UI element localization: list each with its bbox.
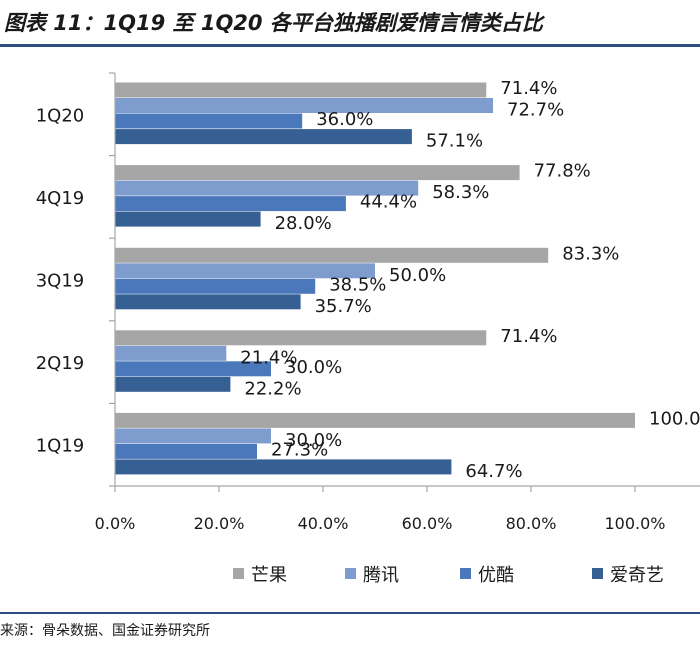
legend-swatch-腾讯 <box>345 568 356 579</box>
bar-1Q20-优酷 <box>115 113 303 129</box>
x-tick-label: 0.0% <box>95 514 136 533</box>
legend-label-腾讯: 腾讯 <box>363 565 399 586</box>
data-label-2Q19-爱奇艺: 22.2% <box>244 378 301 399</box>
source-note: 来源：骨朵数据、国金证券研究所 <box>0 623 210 639</box>
chart-title: 图表 11：1Q19 至 1Q20 各平台独播剧爱情言情类占比 <box>4 11 543 35</box>
legend-label-优酷: 优酷 <box>478 565 514 586</box>
legend-swatch-优酷 <box>460 568 471 579</box>
legend-label-芒果: 芒果 <box>251 565 287 586</box>
bar-1Q19-优酷 <box>115 443 257 459</box>
bar-2Q19-优酷 <box>115 361 271 377</box>
bar-3Q19-爱奇艺 <box>115 294 301 310</box>
data-label-1Q19-芒果: 100.0% <box>649 408 700 429</box>
bar-3Q19-芒果 <box>115 247 549 263</box>
data-label-1Q20-优酷: 36.0% <box>316 109 373 130</box>
category-label-1Q20: 1Q20 <box>36 105 85 126</box>
data-label-3Q19-优酷: 38.5% <box>329 274 386 295</box>
data-label-1Q19-优酷: 27.3% <box>271 439 328 460</box>
x-tick-label: 20.0% <box>194 514 245 533</box>
data-label-2Q19-腾讯: 21.4% <box>240 347 297 368</box>
data-label-1Q19-腾讯: 30.0% <box>285 430 342 451</box>
data-label-2Q19-优酷: 30.0% <box>285 357 342 378</box>
x-tick-label: 80.0% <box>506 514 557 533</box>
legend-label-爱奇艺: 爱奇艺 <box>610 565 664 586</box>
category-label-1Q19: 1Q19 <box>36 436 85 457</box>
bar-1Q19-芒果 <box>115 412 635 428</box>
x-tick-label: 100.0% <box>604 514 665 533</box>
data-label-4Q19-爱奇艺: 28.0% <box>275 213 332 234</box>
bar-1Q20-腾讯 <box>115 98 493 113</box>
bar-1Q19-腾讯 <box>115 428 271 444</box>
category-label-2Q19: 2Q19 <box>36 353 85 374</box>
bar-3Q19-腾讯 <box>115 263 375 279</box>
bar-4Q19-优酷 <box>115 196 346 212</box>
x-tick-label: 40.0% <box>298 514 349 533</box>
bars-group <box>115 82 635 475</box>
data-label-1Q20-芒果: 71.4% <box>500 78 557 99</box>
data-labels-group: 71.4%72.7%36.0%57.1%77.8%58.3%44.4%28.0%… <box>240 78 700 482</box>
data-label-4Q19-腾讯: 58.3% <box>432 182 489 203</box>
category-label-3Q19: 3Q19 <box>36 271 85 292</box>
bar-3Q19-优酷 <box>115 278 316 294</box>
data-label-4Q19-芒果: 77.8% <box>534 161 591 182</box>
bar-4Q19-爱奇艺 <box>115 211 261 227</box>
category-label-4Q19: 4Q19 <box>36 188 85 209</box>
legend-swatch-芒果 <box>233 568 244 579</box>
data-label-4Q19-优酷: 44.4% <box>360 192 417 213</box>
axes-group: 1Q20 4Q19 3Q19 2Q19 1Q19 0.0% 20.0% 40.0% 60.0% 8… <box>36 72 700 533</box>
data-label-1Q20-腾讯: 72.7% <box>507 100 564 121</box>
data-label-3Q19-爱奇艺: 35.7% <box>315 296 372 317</box>
bar-2Q19-芒果 <box>115 330 487 346</box>
data-label-2Q19-芒果: 71.4% <box>500 326 557 347</box>
x-tick-label: 60.0% <box>402 514 453 533</box>
bar-chart: 1Q20 4Q19 3Q19 2Q19 1Q19 0.0% 20.0% 40.0% 60.0% 8… <box>36 72 700 586</box>
source-rule <box>0 612 700 614</box>
data-label-3Q19-腾讯: 50.0% <box>389 265 446 286</box>
legend-swatch-爱奇艺 <box>592 568 603 579</box>
bar-4Q19-腾讯 <box>115 180 419 196</box>
data-label-3Q19-芒果: 83.3% <box>562 243 619 264</box>
data-label-1Q19-爱奇艺: 64.7% <box>465 461 522 482</box>
bar-1Q20-芒果 <box>115 82 487 98</box>
data-label-1Q20-爱奇艺: 57.1% <box>426 131 483 152</box>
bar-1Q20-爱奇艺 <box>115 129 412 145</box>
title-rule <box>0 44 700 47</box>
legend: 芒果 腾讯 优酷 爱奇艺 <box>233 565 664 586</box>
bar-1Q19-爱奇艺 <box>115 459 452 475</box>
bar-4Q19-芒果 <box>115 165 520 181</box>
bar-2Q19-爱奇艺 <box>115 376 231 392</box>
bar-2Q19-腾讯 <box>115 345 227 361</box>
